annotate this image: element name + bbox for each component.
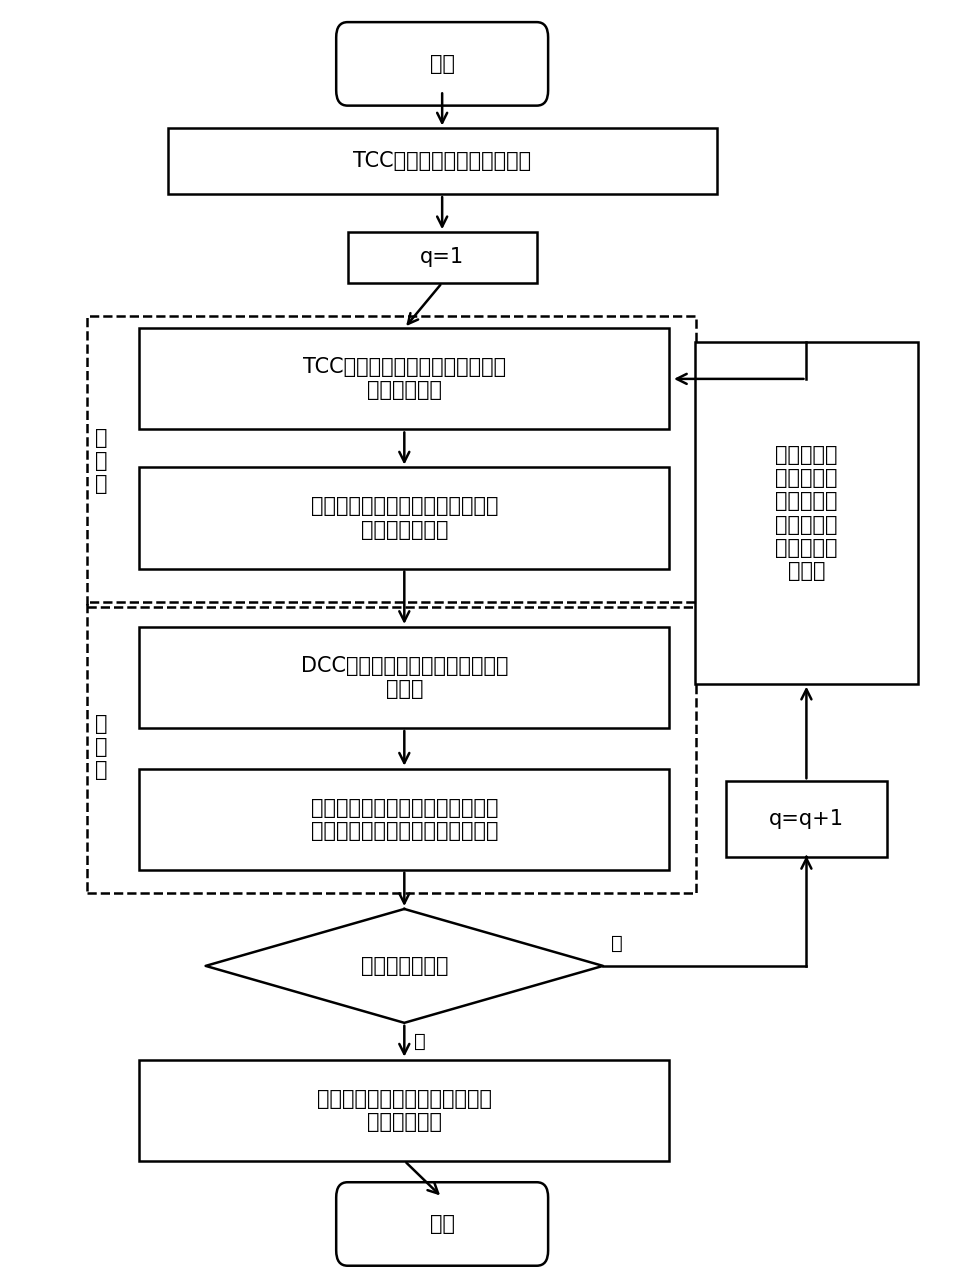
Text: q=1: q=1	[420, 247, 465, 267]
Bar	[139, 467, 669, 569]
Text: 将下层的调
整报价、可
调容量、输
出功率和调
整费用反馈
给上层: 将下层的调 整报价、可 调容量、输 出功率和调 整费用反馈 给上层	[775, 445, 838, 581]
Bar	[87, 316, 696, 606]
Bar	[168, 128, 716, 194]
FancyBboxPatch shape	[336, 22, 548, 106]
Text: TCC发布输电网短期阻塞需求: TCC发布输电网短期阻塞需求	[353, 151, 531, 171]
Bar	[87, 601, 696, 893]
Text: DCC以调整费用最小为目标进行优
化计算: DCC以调整费用最小为目标进行优 化计算	[300, 656, 508, 700]
Text: q=q+1: q=q+1	[769, 810, 844, 829]
Text: 是: 是	[414, 1032, 425, 1050]
Text: TCC以阻塞管理费用最小进行输电
网层优化计算: TCC以阻塞管理费用最小进行输电 网层优化计算	[302, 357, 506, 400]
Bar	[139, 329, 669, 430]
Text: 输出阻塞管理方案，下发补偿费
用并授权调整: 输出阻塞管理方案，下发补偿费 用并授权调整	[317, 1088, 492, 1132]
Bar	[139, 769, 669, 870]
Text: 将各配电网的有功调整量、节点电
压下发给配网层: 将各配电网的有功调整量、节点电 压下发给配网层	[311, 496, 498, 540]
FancyBboxPatch shape	[336, 1182, 548, 1266]
Text: 配
网
层: 配 网 层	[95, 714, 108, 780]
Bar	[726, 781, 887, 857]
Text: 得到配电网各可控单元调整量、调
整报价、容量、输出功率、总费用: 得到配电网各可控单元调整量、调 整报价、容量、输出功率、总费用	[311, 798, 498, 840]
Text: 开始: 开始	[430, 54, 455, 74]
Text: 否: 否	[611, 934, 622, 953]
Polygon shape	[205, 909, 603, 1023]
Text: 满足收敛条件？: 满足收敛条件？	[361, 955, 448, 976]
Bar	[348, 231, 537, 283]
Text: 输
网
层: 输 网 层	[95, 428, 108, 494]
Bar	[695, 343, 918, 684]
Bar	[139, 627, 669, 728]
Bar	[139, 1059, 669, 1161]
Text: 结束: 结束	[430, 1214, 455, 1234]
